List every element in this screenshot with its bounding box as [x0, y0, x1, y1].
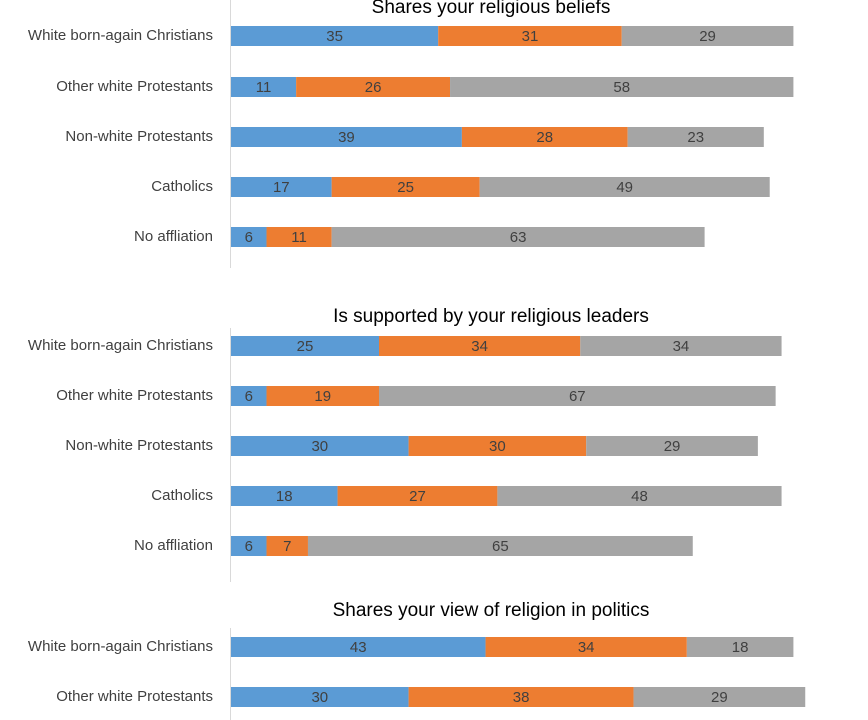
category-label: Non-white Protestants	[65, 437, 213, 454]
data-label: 65	[492, 538, 509, 555]
bar-segment	[686, 637, 794, 657]
bar-segment	[586, 436, 758, 456]
data-label: 34	[578, 639, 595, 656]
data-label: 49	[616, 179, 633, 196]
bar-segment	[307, 536, 693, 556]
bar-segment	[408, 436, 587, 456]
category-label: Catholics	[151, 487, 213, 504]
chart-title: Is supported by your religious leaders	[333, 306, 649, 327]
data-label: 28	[536, 129, 553, 146]
data-label: 6	[245, 229, 253, 246]
data-label: 29	[699, 28, 716, 45]
bar-segment	[231, 386, 267, 406]
bar-segment	[231, 77, 297, 97]
data-label: 67	[569, 388, 586, 405]
data-label: 19	[314, 388, 331, 405]
bar-segment	[485, 637, 687, 657]
bar-segment	[627, 127, 764, 147]
bar-segment	[231, 436, 409, 456]
chart-title: Shares your view of religion in politics	[333, 600, 650, 621]
bar-segment	[231, 486, 338, 506]
bar-segment	[633, 687, 806, 707]
data-label: 7	[283, 538, 291, 555]
bar-segment	[497, 486, 782, 506]
data-label: 63	[510, 229, 527, 246]
data-label: 25	[397, 179, 414, 196]
chart-layer: Shares your religious beliefs White born-…	[28, 0, 806, 720]
bar-segment	[231, 536, 267, 556]
bar-segment	[461, 127, 628, 147]
data-label: 17	[273, 179, 290, 196]
data-label: 34	[471, 338, 488, 355]
data-label: 30	[311, 689, 328, 706]
data-label: 11	[291, 229, 307, 246]
category-label: Other white Protestants	[56, 387, 213, 404]
bar-segment	[621, 26, 794, 46]
data-label: 30	[311, 438, 328, 455]
panel-2: Is supported by your religious leaders Wh…	[28, 306, 782, 582]
data-label: 18	[276, 488, 293, 505]
category-label: No affliation	[134, 228, 213, 245]
data-label: 25	[297, 338, 314, 355]
category-label: White born-again Christians	[28, 337, 213, 354]
panel-1: Shares your religious beliefs White born-…	[28, 0, 794, 268]
data-label: 11	[256, 79, 272, 96]
category-label: Catholics	[151, 178, 213, 195]
data-label: 34	[673, 338, 690, 355]
category-label: White born-again Christians	[28, 27, 213, 44]
category-label: White born-again Christians	[28, 638, 213, 655]
category-label: Other white Protestants	[56, 78, 213, 95]
bar-segment	[266, 536, 308, 556]
bar-segment	[266, 227, 332, 247]
bar-segment	[479, 177, 770, 197]
data-label: 6	[245, 388, 253, 405]
category-label: Non-white Protestants	[65, 128, 213, 145]
data-label: 29	[664, 438, 681, 455]
bar-segment	[450, 77, 794, 97]
data-label: 23	[687, 129, 704, 146]
bar-segment	[231, 177, 332, 197]
data-label: 35	[326, 28, 343, 45]
bar-segment	[231, 637, 486, 657]
data-label: 29	[711, 689, 728, 706]
data-label: 27	[409, 488, 426, 505]
bar-segment	[337, 486, 498, 506]
bar-segment	[231, 26, 439, 46]
data-label: 48	[631, 488, 648, 505]
panel-3: Shares your view of religion in politics…	[28, 600, 806, 720]
bar-segment	[231, 227, 267, 247]
chart-title: Shares your religious beliefs	[372, 0, 611, 18]
bar-segment	[331, 227, 705, 247]
category-label: Other white Protestants	[56, 688, 213, 705]
bar-segment	[379, 336, 581, 356]
data-label: 30	[489, 438, 506, 455]
data-label: 31	[522, 28, 539, 45]
bar-segment	[580, 336, 782, 356]
bar-segment	[438, 26, 622, 46]
data-label: 39	[338, 129, 355, 146]
category-label: No affliation	[134, 537, 213, 554]
data-label: 18	[732, 639, 749, 656]
bar-segment	[266, 386, 379, 406]
bar-segment	[231, 687, 409, 707]
bar-segment	[231, 336, 379, 356]
data-label: 6	[245, 538, 253, 555]
bar-segment	[296, 77, 451, 97]
bar-segment	[408, 687, 634, 707]
bar-segment	[231, 127, 462, 147]
data-label: 38	[513, 689, 530, 706]
data-label: 26	[365, 79, 382, 96]
bar-segment	[379, 386, 776, 406]
data-label: 58	[613, 79, 630, 96]
data-label: 43	[350, 639, 367, 656]
bar-segment	[331, 177, 480, 197]
